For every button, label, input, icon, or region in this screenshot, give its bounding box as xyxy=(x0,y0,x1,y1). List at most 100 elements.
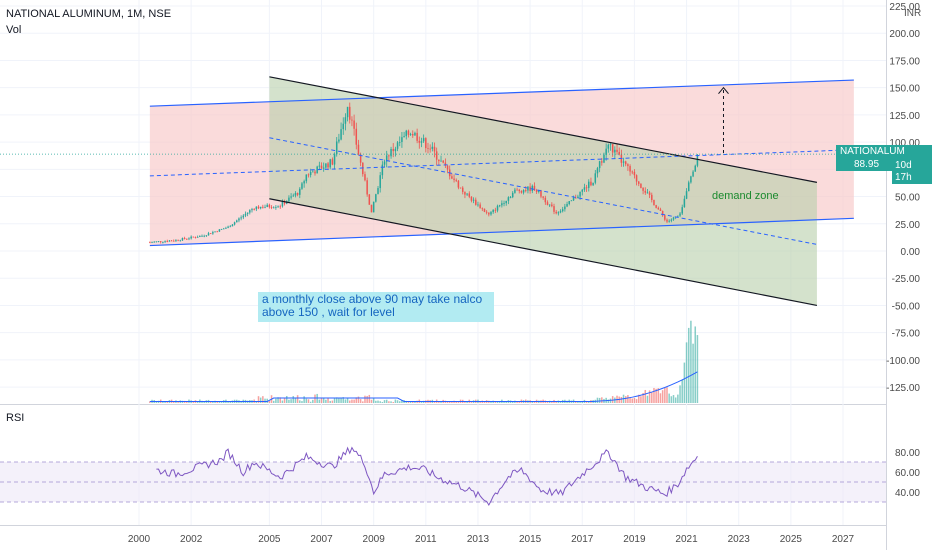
candle-body xyxy=(475,199,477,205)
volume-bar xyxy=(283,397,286,403)
candle-body xyxy=(540,190,542,197)
candle-body xyxy=(601,161,603,163)
candle-body xyxy=(329,159,331,168)
candle-body xyxy=(640,183,642,188)
candle-body xyxy=(425,138,427,149)
volume-bar xyxy=(657,388,660,403)
price-tick-label: 225.00 xyxy=(889,2,920,13)
time-tick-label: 2027 xyxy=(832,534,855,545)
candle-body xyxy=(220,228,223,230)
candle-body xyxy=(420,141,423,143)
price-tick-label: 50.00 xyxy=(895,193,920,204)
candle-body xyxy=(455,179,457,181)
candle-body xyxy=(314,171,316,174)
volume-bar xyxy=(440,401,442,403)
volume-bar xyxy=(322,397,325,403)
volume-bar xyxy=(227,401,229,403)
candle-body xyxy=(644,190,647,193)
candle-body xyxy=(240,217,242,219)
candle-body xyxy=(646,192,649,194)
volume-bar xyxy=(407,401,410,403)
volume-bar xyxy=(257,396,260,403)
candle-body xyxy=(227,226,229,228)
candle-body xyxy=(490,212,492,215)
desc-lower-line xyxy=(269,198,818,307)
candle-body xyxy=(498,205,501,207)
volume-bar xyxy=(312,399,314,403)
candle-body xyxy=(598,161,601,169)
volume-bar xyxy=(359,399,362,403)
volume-bar xyxy=(653,387,655,403)
candle-body xyxy=(312,171,314,173)
candle-body xyxy=(496,205,499,211)
candle-body xyxy=(370,204,373,213)
volume-bar xyxy=(303,396,305,403)
candle-body xyxy=(392,148,394,152)
candle-body xyxy=(186,238,188,240)
volume-bar xyxy=(670,396,673,403)
candle-body xyxy=(283,201,286,204)
volume-bar xyxy=(275,398,277,403)
volume-bar xyxy=(177,401,179,403)
volume-bar xyxy=(203,401,205,403)
candle-body xyxy=(451,176,453,179)
volume-bar xyxy=(551,401,553,403)
candle-body xyxy=(222,228,225,230)
volume-bar xyxy=(496,401,499,403)
candle-body xyxy=(203,235,205,237)
rsi-legend[interactable]: RSI xyxy=(6,412,25,424)
candle-body xyxy=(279,206,281,208)
candle-body xyxy=(257,206,260,209)
candle-body xyxy=(483,208,486,212)
candle-body xyxy=(236,220,238,223)
volume-bar xyxy=(651,392,653,403)
candle-body xyxy=(162,242,164,243)
candle-body xyxy=(233,222,236,225)
time-tick-label: 2013 xyxy=(467,534,490,545)
candle-body xyxy=(511,192,514,198)
candle-body xyxy=(218,229,221,232)
volume-legend[interactable]: Vol xyxy=(6,24,22,36)
candle-body xyxy=(553,206,555,212)
volume-bar xyxy=(696,335,699,403)
candle-body xyxy=(168,240,171,242)
candle-body xyxy=(244,213,247,216)
candle-body xyxy=(403,136,405,138)
candle-body xyxy=(359,154,362,163)
volume-bar xyxy=(629,397,631,403)
volume-bar xyxy=(394,399,397,403)
candle-body xyxy=(516,189,518,191)
candle-body xyxy=(651,194,653,200)
candle-body xyxy=(353,120,355,129)
candle-body xyxy=(268,204,271,208)
candle-body xyxy=(616,149,618,152)
candle-body xyxy=(459,187,462,189)
candle-body xyxy=(655,205,657,208)
volume-bar xyxy=(607,399,610,403)
volume-bar xyxy=(677,394,679,403)
volume-bar xyxy=(694,326,697,403)
volume-bar xyxy=(483,401,486,403)
idea-note[interactable]: a monthly close above 90 may take nalco … xyxy=(258,292,494,322)
candle-body xyxy=(574,197,577,199)
candle-body xyxy=(414,132,416,136)
volume-bar xyxy=(173,401,175,403)
symbol-legend[interactable]: NATIONAL ALUMINUM, 1M, NSE xyxy=(6,8,172,20)
volume-bar xyxy=(448,401,451,403)
candle-body xyxy=(588,181,590,188)
volume-bar xyxy=(370,399,373,403)
candle-body xyxy=(429,148,431,150)
candle-body xyxy=(442,160,444,163)
volume-bar xyxy=(611,396,614,403)
candle-body xyxy=(383,161,386,165)
candle-body xyxy=(149,242,151,244)
volume-bar xyxy=(490,401,492,403)
volume-bar xyxy=(351,399,353,403)
candle-body xyxy=(461,187,464,192)
volume-bar xyxy=(349,400,351,403)
volume-bar xyxy=(162,401,164,403)
volume-bar xyxy=(277,397,279,403)
candle-body xyxy=(551,204,553,207)
candle-body xyxy=(394,148,397,152)
candle-body xyxy=(364,174,366,181)
